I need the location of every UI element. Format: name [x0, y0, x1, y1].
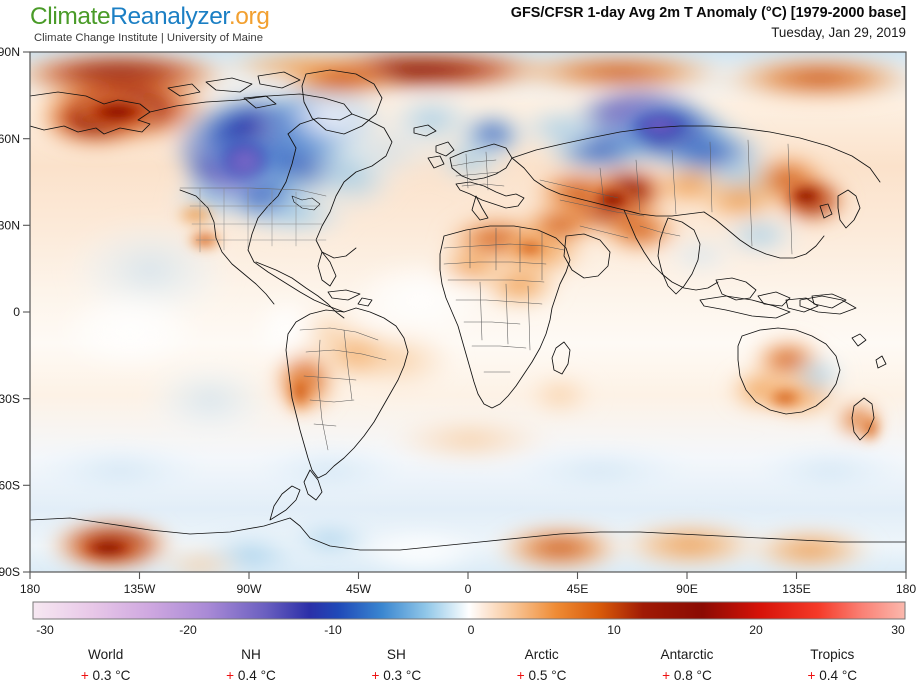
stat-nh-number: 0.4 [237, 668, 257, 683]
stat-world-sign: + [80, 668, 89, 683]
stat-world-label: World [88, 647, 124, 662]
cbar-tick-30: 30 [891, 623, 905, 637]
colorbar-tick-labels: -30 -20 -10 0 10 20 30 [36, 623, 905, 637]
x-tick-135e: 135E [782, 582, 810, 596]
stat-tropics: Tropics + 0.4 °C [760, 645, 905, 691]
stat-arctic-value: + 0.5 °C [469, 665, 614, 687]
x-tick-135w: 135W [124, 582, 156, 596]
stat-nh-label: NH [241, 647, 261, 662]
x-tick-90e: 90E [676, 582, 698, 596]
x-tick-45w: 45W [346, 582, 372, 596]
stat-antarctic: Antarctic + 0.8 °C [614, 645, 759, 691]
page-header: ClimateReanalyzer.org Climate Change Ins… [0, 0, 920, 50]
anomaly-field [30, 52, 906, 572]
stat-world-units: °C [115, 668, 131, 683]
cbar-tick-10: 10 [607, 623, 621, 637]
stat-world: World + 0.3 °C [33, 645, 178, 691]
stat-nh: NH + 0.4 °C [178, 645, 323, 691]
stat-world-number: 0.3 [92, 668, 112, 683]
region-mean-stats: World + 0.3 °C NH + 0.4 °C SH + 0.3 °C A… [33, 645, 905, 691]
stat-sh-value: + 0.3 °C [324, 665, 469, 687]
cbar-tick--20: -20 [179, 623, 197, 637]
stat-nh-value: + 0.4 °C [178, 665, 323, 687]
stat-tropics-label: Tropics [810, 647, 855, 662]
x-tick-0: 0 [465, 582, 472, 596]
y-axis-ticks [23, 51, 30, 573]
title-block: GFS/CFSR 1-day Avg 2m T Anomaly (°C) [19… [511, 4, 906, 42]
stat-sh-number: 0.3 [383, 668, 403, 683]
y-tick-90n: 90N [0, 45, 20, 59]
stat-sh-label: SH [386, 647, 406, 662]
stat-arctic-units: °C [551, 668, 567, 683]
y-tick-30n: 30N [0, 219, 20, 233]
stat-tropics-sign: + [807, 668, 816, 683]
stat-nh-sign: + [226, 668, 235, 683]
y-tick-30s: 30S [0, 392, 20, 406]
cbar-tick-0: 0 [468, 623, 475, 637]
stat-world-value: + 0.3 °C [33, 665, 178, 687]
colorbar-area: -30 -20 -10 0 10 20 30 [0, 598, 920, 640]
y-tick-90s: 90S [0, 565, 20, 579]
stat-arctic-number: 0.5 [528, 668, 548, 683]
stat-tropics-value: + 0.4 °C [760, 665, 905, 687]
stat-arctic-sign: + [516, 668, 525, 683]
y-tick-0: 0 [13, 305, 20, 319]
chart-date: Tuesday, Jan 29, 2019 [771, 25, 906, 40]
stat-tropics-number: 0.4 [819, 668, 839, 683]
logo-segment-reanalyzer: Reanalyzer [110, 3, 229, 30]
colorbar[interactable]: -30 -20 -10 0 10 20 30 [0, 598, 920, 640]
stat-arctic: Arctic + 0.5 °C [469, 645, 614, 691]
map-plot-area[interactable]: 90N 60N 30N 0 30S 60S 90S 180 135W 90W 4… [0, 0, 920, 600]
chart-title: GFS/CFSR 1-day Avg 2m T Anomaly (°C) [19… [510, 5, 906, 21]
x-tick-180e: 180 [896, 582, 917, 596]
x-axis-labels: 180 135W 90W 45W 0 45E 90E 135E 180 [20, 582, 917, 596]
stat-tropics-units: °C [841, 668, 858, 683]
coastlines-layer [30, 69, 906, 551]
anomaly-map[interactable]: 90N 60N 30N 0 30S 60S 90S 180 135W 90W 4… [0, 0, 920, 600]
x-axis-ticks [29, 572, 907, 579]
x-tick-45e: 45E [567, 582, 589, 596]
colorbar-gradient[interactable] [32, 601, 906, 620]
site-logo[interactable]: ClimateReanalyzer.org [30, 3, 460, 31]
stat-sh-units: °C [405, 668, 422, 683]
logo-segment-climate: Climate [30, 3, 111, 30]
logo-segment-org: .org [228, 3, 270, 30]
stat-arctic-label: Arctic [524, 647, 559, 662]
stat-antarctic-number: 0.8 [673, 668, 693, 683]
cbar-tick--30: -30 [36, 623, 54, 637]
x-tick-180w: 180 [20, 582, 41, 596]
y-tick-60s: 60S [0, 479, 20, 493]
cbar-tick-20: 20 [749, 623, 763, 637]
stat-nh-units: °C [260, 668, 276, 683]
institution-subtitle: Climate Change Institute | University of… [34, 32, 263, 44]
anomaly-blobs-fine [70, 92, 884, 564]
stat-antarctic-units: °C [696, 668, 712, 683]
stat-sh-sign: + [371, 668, 380, 683]
stat-sh: SH + 0.3 °C [324, 645, 469, 691]
brand-block: ClimateReanalyzer.org Climate Change Ins… [30, 3, 460, 44]
y-tick-60n: 60N [0, 132, 20, 146]
cbar-tick--10: -10 [324, 623, 342, 637]
stat-antarctic-sign: + [662, 668, 671, 683]
y-axis-labels: 90N 60N 30N 0 30S 60S 90S [0, 45, 20, 579]
stat-antarctic-label: Antarctic [660, 647, 714, 662]
x-tick-90w: 90W [236, 582, 262, 596]
stat-antarctic-value: + 0.8 °C [614, 665, 759, 687]
